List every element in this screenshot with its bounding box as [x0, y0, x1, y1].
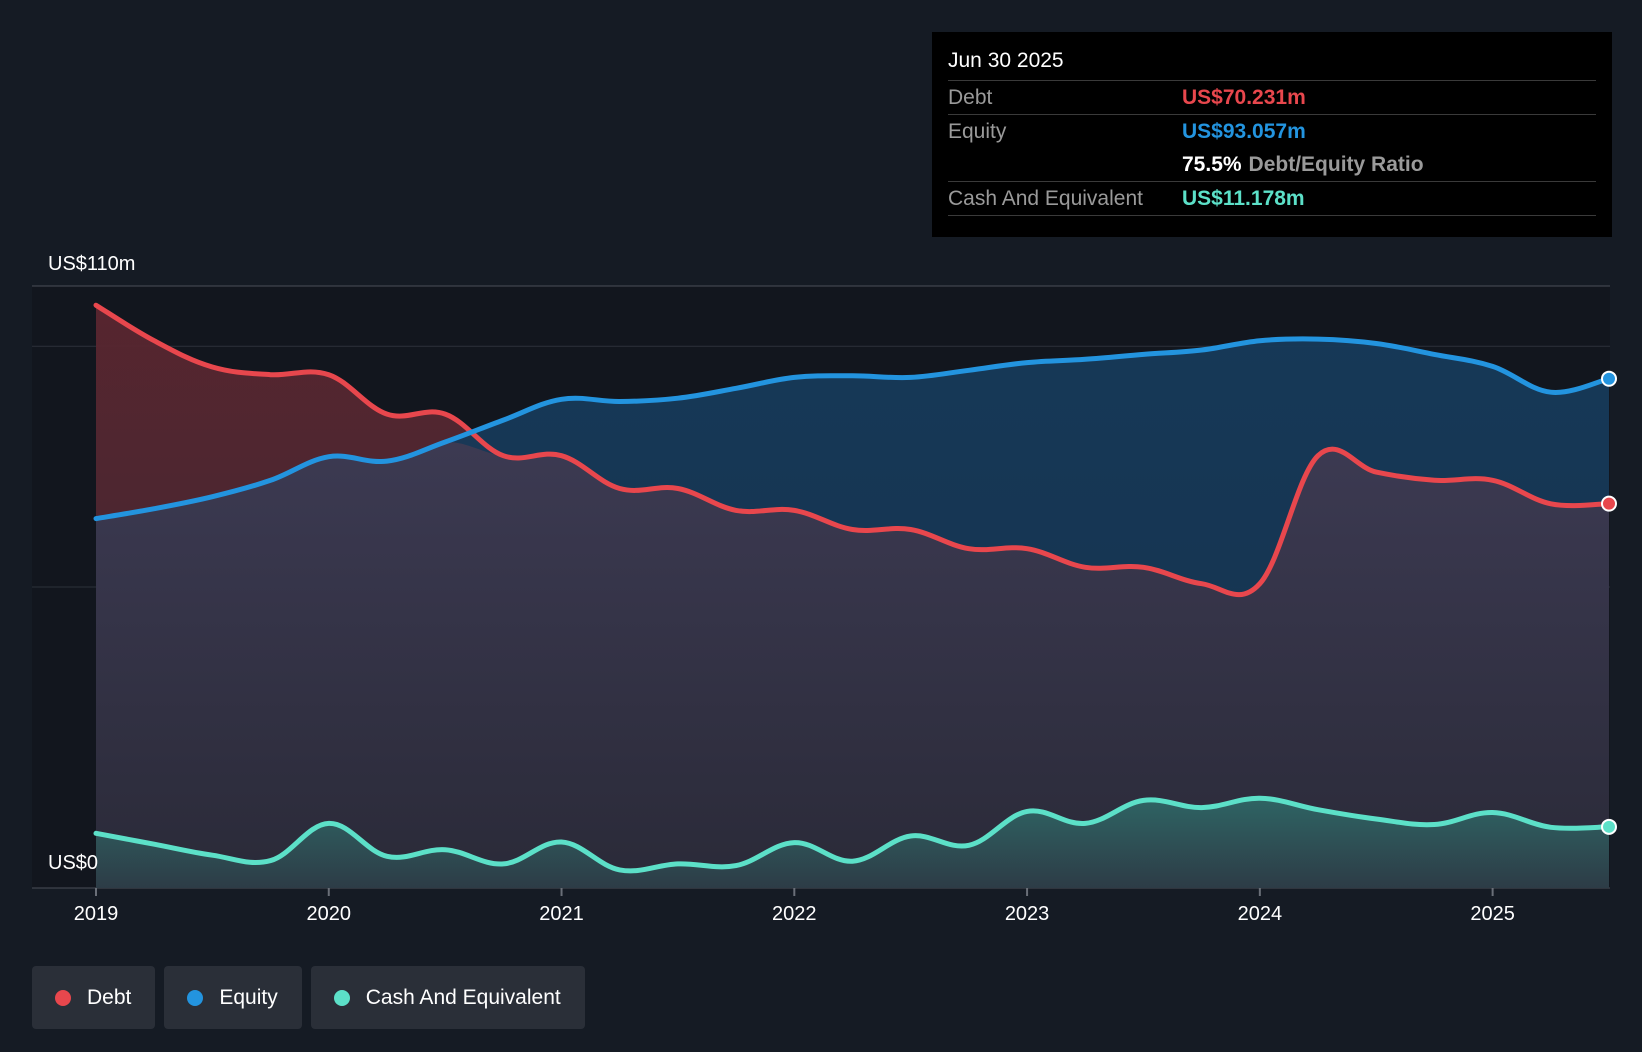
- x-axis: 2019 2020 2021 2022 2023 2024 2025: [74, 888, 1515, 925]
- y-axis-top-label: US$110m: [48, 253, 135, 275]
- tooltip-row-ratio: 75.5% Debt/Equity Ratio: [948, 148, 1596, 181]
- series-end-markers: [1601, 370, 1617, 835]
- tooltip-cash-value: US$11.178m: [1182, 187, 1305, 210]
- legend-item-cash[interactable]: Cash And Equivalent: [310, 966, 585, 1029]
- line-debt: [93, 302, 1612, 598]
- y-axis-bottom-label: US$0: [48, 852, 98, 874]
- x-tick-label: 2025: [1470, 903, 1515, 925]
- x-tick-label: 2024: [1238, 903, 1283, 925]
- line-cash-and-equivalent: [93, 795, 1612, 874]
- marker-equity: [1601, 370, 1617, 387]
- legend-dot-cash-icon: [333, 989, 350, 1006]
- tooltip-debt-value: US$70.231m: [1182, 86, 1306, 109]
- legend-item-debt[interactable]: Debt: [32, 966, 156, 1029]
- chart-legend: Debt Equity Cash And Equivalent: [32, 966, 585, 1029]
- tooltip-ratio-value: 75.5%: [1182, 153, 1242, 176]
- series-areas: [96, 305, 1609, 888]
- legend-item-equity[interactable]: Equity: [164, 966, 302, 1029]
- x-tick-label: 2021: [539, 903, 584, 925]
- data-tooltip: Jun 30 2025 Debt US$70.231m Equity US$93…: [932, 32, 1612, 237]
- legend-label-equity: Equity: [219, 985, 278, 1009]
- x-tick-label: 2019: [74, 903, 119, 925]
- area-overlap: [96, 441, 1609, 888]
- tooltip-equity-value: US$93.057m: [1182, 120, 1306, 143]
- marker-debt: [1601, 495, 1617, 512]
- x-tick-label: 2023: [1005, 903, 1050, 925]
- tooltip-equity-label: Equity: [948, 120, 1007, 143]
- x-tick-label: 2020: [307, 903, 352, 925]
- tooltip-cash-label: Cash And Equivalent: [948, 187, 1143, 210]
- tooltip-debt-label: Debt: [948, 86, 993, 109]
- legend-label-cash: Cash And Equivalent: [365, 985, 561, 1009]
- marker-cash-and-equivalent: [1601, 818, 1617, 835]
- legend-dot-equity-icon: [187, 989, 204, 1006]
- tooltip-row-debt: Debt US$70.231m: [948, 80, 1596, 114]
- tooltip-ratio-label: Debt/Equity Ratio: [1248, 153, 1424, 176]
- line-equity: [93, 336, 1612, 522]
- area-cash-and-equivalent: [96, 798, 1609, 888]
- legend-label-debt: Debt: [87, 985, 132, 1009]
- tooltip-row-cash: Cash And Equivalent US$11.178m: [948, 181, 1596, 216]
- x-tick-label: 2022: [772, 903, 817, 925]
- series-lines: [93, 302, 1612, 874]
- tooltip-date: Jun 30 2025: [948, 49, 1064, 72]
- tooltip-row-equity: Equity US$93.057m: [948, 114, 1596, 148]
- legend-dot-debt-icon: [55, 989, 71, 1006]
